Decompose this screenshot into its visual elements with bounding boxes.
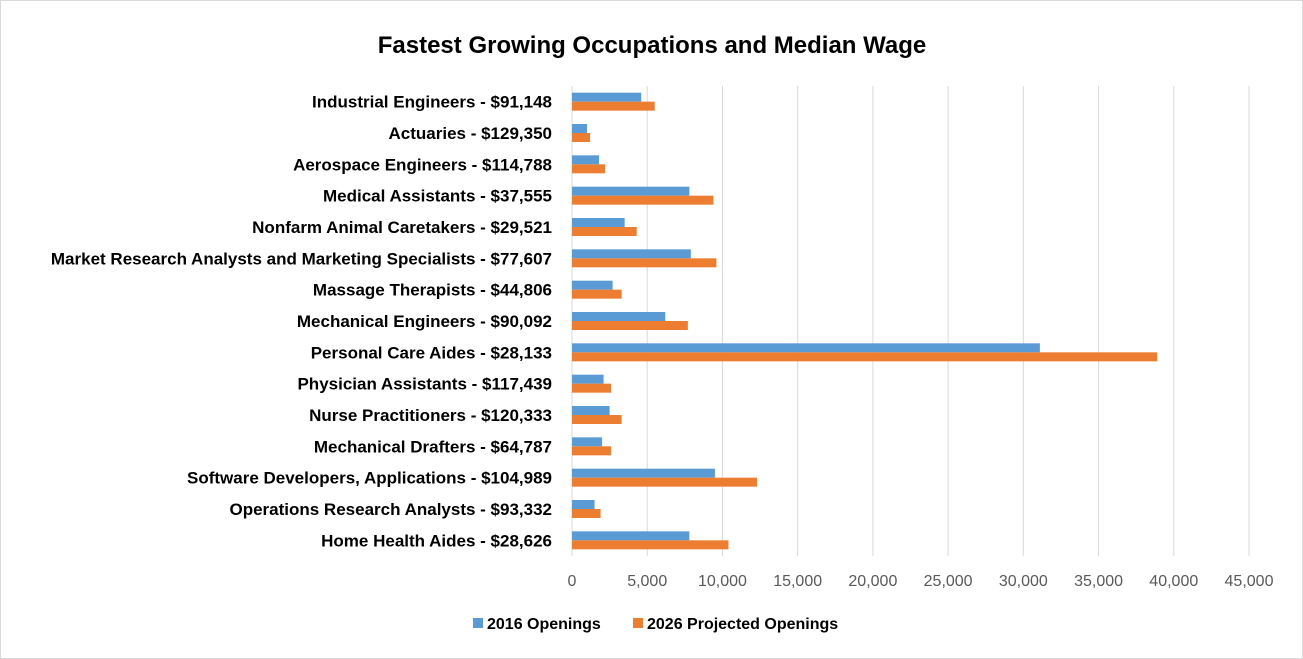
- bar-2026-projected-openings: [572, 352, 1158, 362]
- bar-2026-projected-openings: [572, 195, 714, 205]
- category-label: Mechanical Engineers - $90,092: [297, 312, 552, 331]
- bar-2016-openings: [572, 249, 691, 259]
- category-label: Mechanical Drafters - $64,787: [314, 437, 552, 456]
- category-label: Software Developers, Applications - $104…: [187, 469, 552, 488]
- gridlines: [571, 86, 1250, 556]
- bar-2026-projected-openings: [572, 446, 612, 456]
- bar-2016-openings: [572, 374, 604, 384]
- bar-2026-projected-openings: [572, 540, 729, 550]
- x-tick-label: 30,000: [999, 573, 1048, 590]
- category-labels: Industrial Engineers - $91,148 Actuaries …: [51, 93, 552, 551]
- x-axis-ticks: 0 5,000 10,000 15,000 20,000 25,000 30,000 35,0…: [568, 573, 1274, 590]
- x-tick-label: 20,000: [848, 573, 897, 590]
- category-label: Home Health Aides - $28,626: [321, 531, 552, 550]
- bar-2016-openings: [572, 437, 603, 447]
- bar-2016-openings: [572, 92, 642, 102]
- legend-label: 2026 Projected Openings: [647, 616, 838, 633]
- category-label: Massage Therapists - $44,806: [313, 281, 552, 300]
- bar-2026-projected-openings: [572, 509, 601, 518]
- bar-2026-projected-openings: [572, 133, 591, 142]
- bars: [572, 92, 1158, 550]
- x-tick-label: 25,000: [924, 573, 973, 590]
- category-label: Physician Assistants - $117,439: [297, 375, 552, 394]
- x-tick-label: 35,000: [1074, 573, 1123, 590]
- category-label: Nonfarm Animal Caretakers - $29,521: [252, 218, 552, 237]
- bar-2016-openings: [572, 406, 610, 415]
- bar-2026-projected-openings: [572, 289, 622, 299]
- category-label: Market Research Analysts and Marketing S…: [51, 249, 552, 268]
- bar-2016-openings: [572, 468, 715, 478]
- x-tick-label: 40,000: [1149, 573, 1198, 590]
- category-label: Actuaries - $129,350: [389, 124, 553, 143]
- bar-2026-projected-openings: [572, 321, 688, 330]
- bar-2026-projected-openings: [572, 477, 758, 487]
- bar-2016-openings: [572, 155, 600, 165]
- x-tick-label: 45,000: [1225, 573, 1274, 590]
- bar-2016-openings: [572, 218, 625, 227]
- bar-2016-openings: [572, 531, 690, 541]
- category-label: Aerospace Engineers - $114,788: [293, 155, 552, 174]
- legend-swatch: [633, 618, 643, 628]
- legend-swatch: [473, 618, 483, 628]
- bar-2026-projected-openings: [572, 227, 637, 236]
- bar-2026-projected-openings: [572, 258, 717, 268]
- x-tick-label: 15,000: [773, 573, 822, 590]
- category-label: Industrial Engineers - $91,148: [312, 93, 552, 112]
- x-tick-label: 5,000: [627, 573, 667, 590]
- bar-2016-openings: [572, 343, 1040, 353]
- x-tick-label: 0: [568, 573, 577, 590]
- bar-2016-openings: [572, 280, 613, 290]
- x-tick-label: 10,000: [698, 573, 747, 590]
- legend-label: 2016 Openings: [487, 616, 601, 633]
- bar-2026-projected-openings: [572, 164, 606, 174]
- bar-2016-openings: [572, 500, 595, 509]
- bar-2026-projected-openings: [572, 101, 655, 111]
- category-label: Nurse Practitioners - $120,333: [309, 406, 552, 425]
- bar-2016-openings: [572, 186, 690, 196]
- bar-2026-projected-openings: [572, 415, 622, 424]
- legend: 2016 Openings 2026 Projected Openings: [473, 616, 838, 633]
- bar-2026-projected-openings: [572, 383, 612, 393]
- bar-2016-openings: [572, 312, 666, 321]
- category-label: Operations Research Analysts - $93,332: [229, 500, 552, 519]
- chart-title: Fastest Growing Occupations and Median W…: [378, 32, 927, 59]
- bar-2016-openings: [572, 124, 588, 133]
- category-label: Personal Care Aides - $28,133: [311, 343, 552, 362]
- category-label: Medical Assistants - $37,555: [323, 187, 552, 206]
